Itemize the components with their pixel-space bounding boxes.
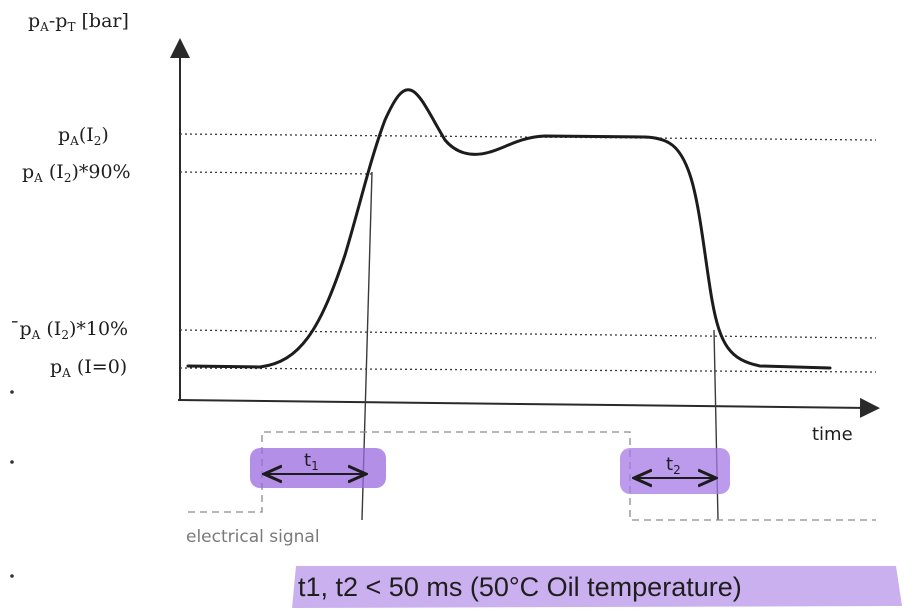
timing-note: t1, t2 < 50 ms (50°C Oil temperature): [298, 572, 742, 602]
level-label-pa-i2-90: pA (I2)*90%: [22, 161, 131, 185]
level-line-pa-i2-10: [179, 329, 877, 339]
t2-label: t2: [666, 454, 681, 477]
margin-dot: [10, 390, 14, 394]
note-highlight: [292, 566, 902, 608]
electrical-signal-label: electrical signal: [186, 527, 320, 547]
level-line-pa-i2: [179, 133, 877, 141]
margin-dot: [10, 460, 14, 464]
level-label-pa-i0: pA (I=0): [50, 356, 127, 380]
x-axis: [177, 397, 880, 418]
margin-dot: [10, 574, 14, 578]
x-axis-label: time: [812, 424, 853, 445]
electrical-signal: [188, 431, 876, 521]
y-axis-label: pA-pT [bar]: [28, 10, 129, 34]
level-line-pa-i2-90: [179, 171, 375, 175]
t1-label: t1: [304, 450, 319, 473]
level-line-pa-i0: [179, 367, 877, 373]
pressure-curve: [186, 88, 832, 370]
level-label-pa-i2: pA(I2): [58, 124, 109, 148]
level-label-pa-i2-10: ˉpA (I2)*10%: [10, 318, 128, 342]
